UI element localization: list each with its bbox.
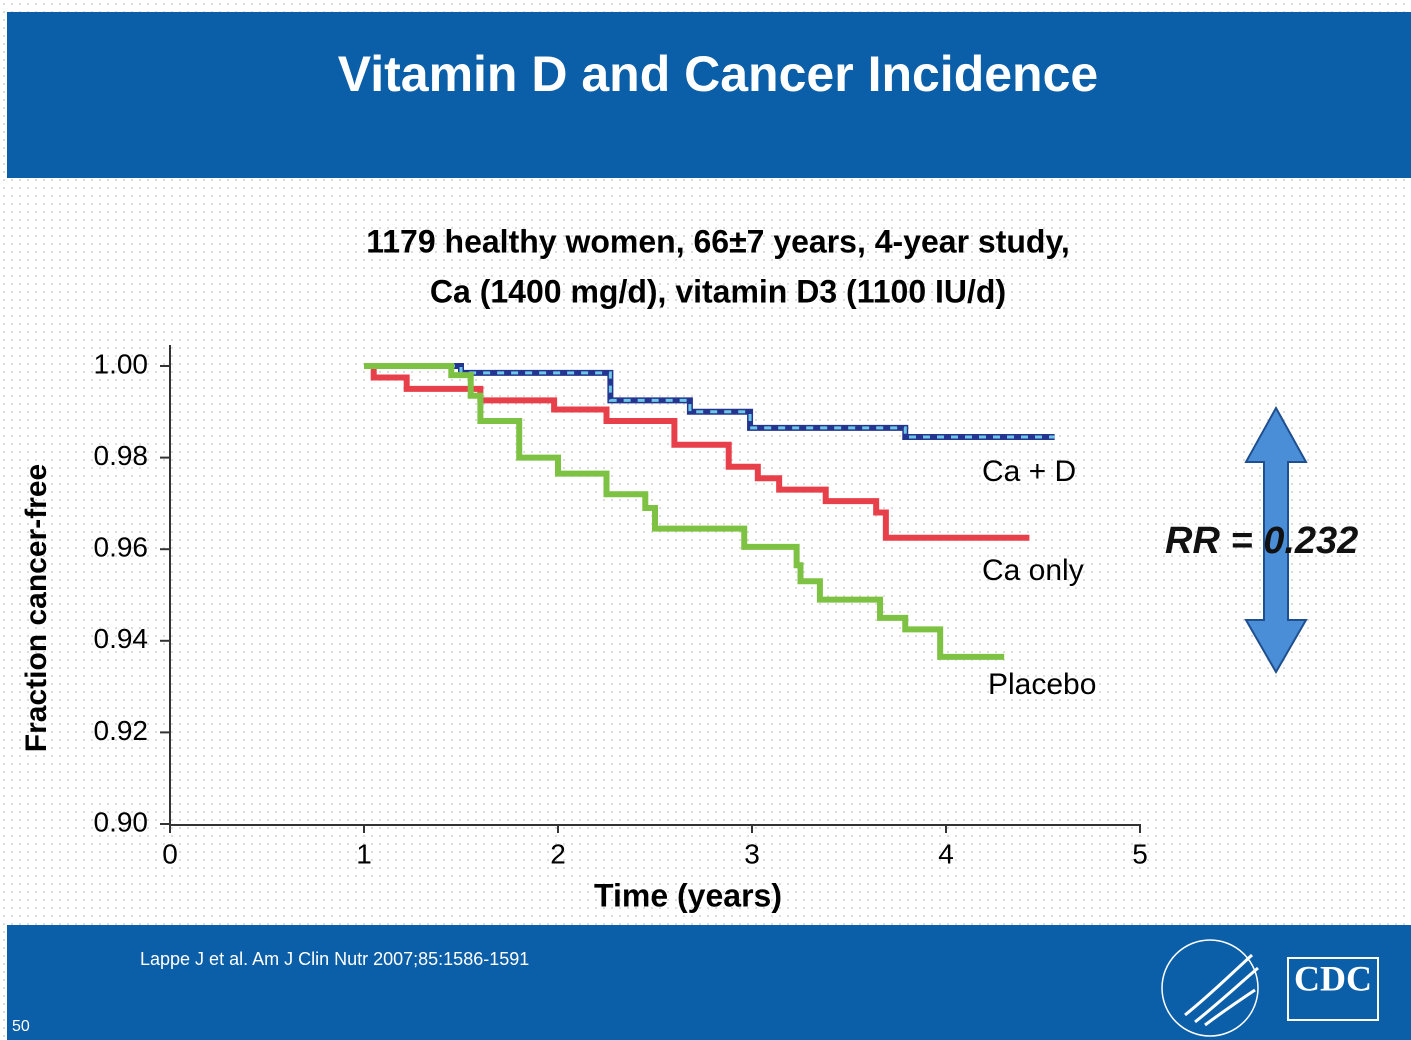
y-tick-label: 0.96 xyxy=(94,532,149,563)
y-tick-label: 0.94 xyxy=(94,623,149,654)
y-tick-label: 1.00 xyxy=(94,348,149,379)
x-axis-label: Time (years) xyxy=(594,877,782,913)
y-axis-label: Fraction cancer-free xyxy=(20,464,53,752)
y-tick-label: 0.90 xyxy=(94,806,149,837)
series-label: Ca + D xyxy=(982,455,1076,488)
subtitle: 1179 healthy women, 66±7 years, 4-year s… xyxy=(366,223,1070,259)
header-bar xyxy=(7,12,1411,178)
x-tick-label: 4 xyxy=(938,838,954,869)
annotation: RR = 0.232 xyxy=(1165,520,1358,562)
step-line-dash xyxy=(364,364,1055,439)
cdc-logo: CDC xyxy=(1294,958,1372,998)
x-tick-label: 2 xyxy=(550,838,566,869)
page-number: 50 xyxy=(12,1018,30,1035)
cdc-logo-box xyxy=(1287,957,1379,1021)
step-line xyxy=(364,363,1005,660)
y-tick-label: 0.92 xyxy=(94,715,149,746)
series-label: Placebo xyxy=(988,668,1096,701)
range-arrow xyxy=(1244,405,1308,675)
x-tick-label: 1 xyxy=(356,838,372,869)
series-label: Ca only xyxy=(982,554,1084,587)
hhs-logo xyxy=(1161,939,1259,1037)
citation: Lappe J et al. Am J Clin Nutr 2007;85:15… xyxy=(140,949,529,969)
x-tick-label: 3 xyxy=(744,838,760,869)
y-tick-label: 0.98 xyxy=(94,440,149,471)
step-line xyxy=(364,363,1030,541)
slide-title: Vitamin D and Cancer Incidence xyxy=(338,46,1098,102)
x-tick-label: 0 xyxy=(162,838,178,869)
x-tick-label: 5 xyxy=(1132,838,1148,869)
subtitle: Ca (1400 mg/d), vitamin D3 (1100 IU/d) xyxy=(430,273,1006,309)
footer-bar xyxy=(7,925,1411,1040)
